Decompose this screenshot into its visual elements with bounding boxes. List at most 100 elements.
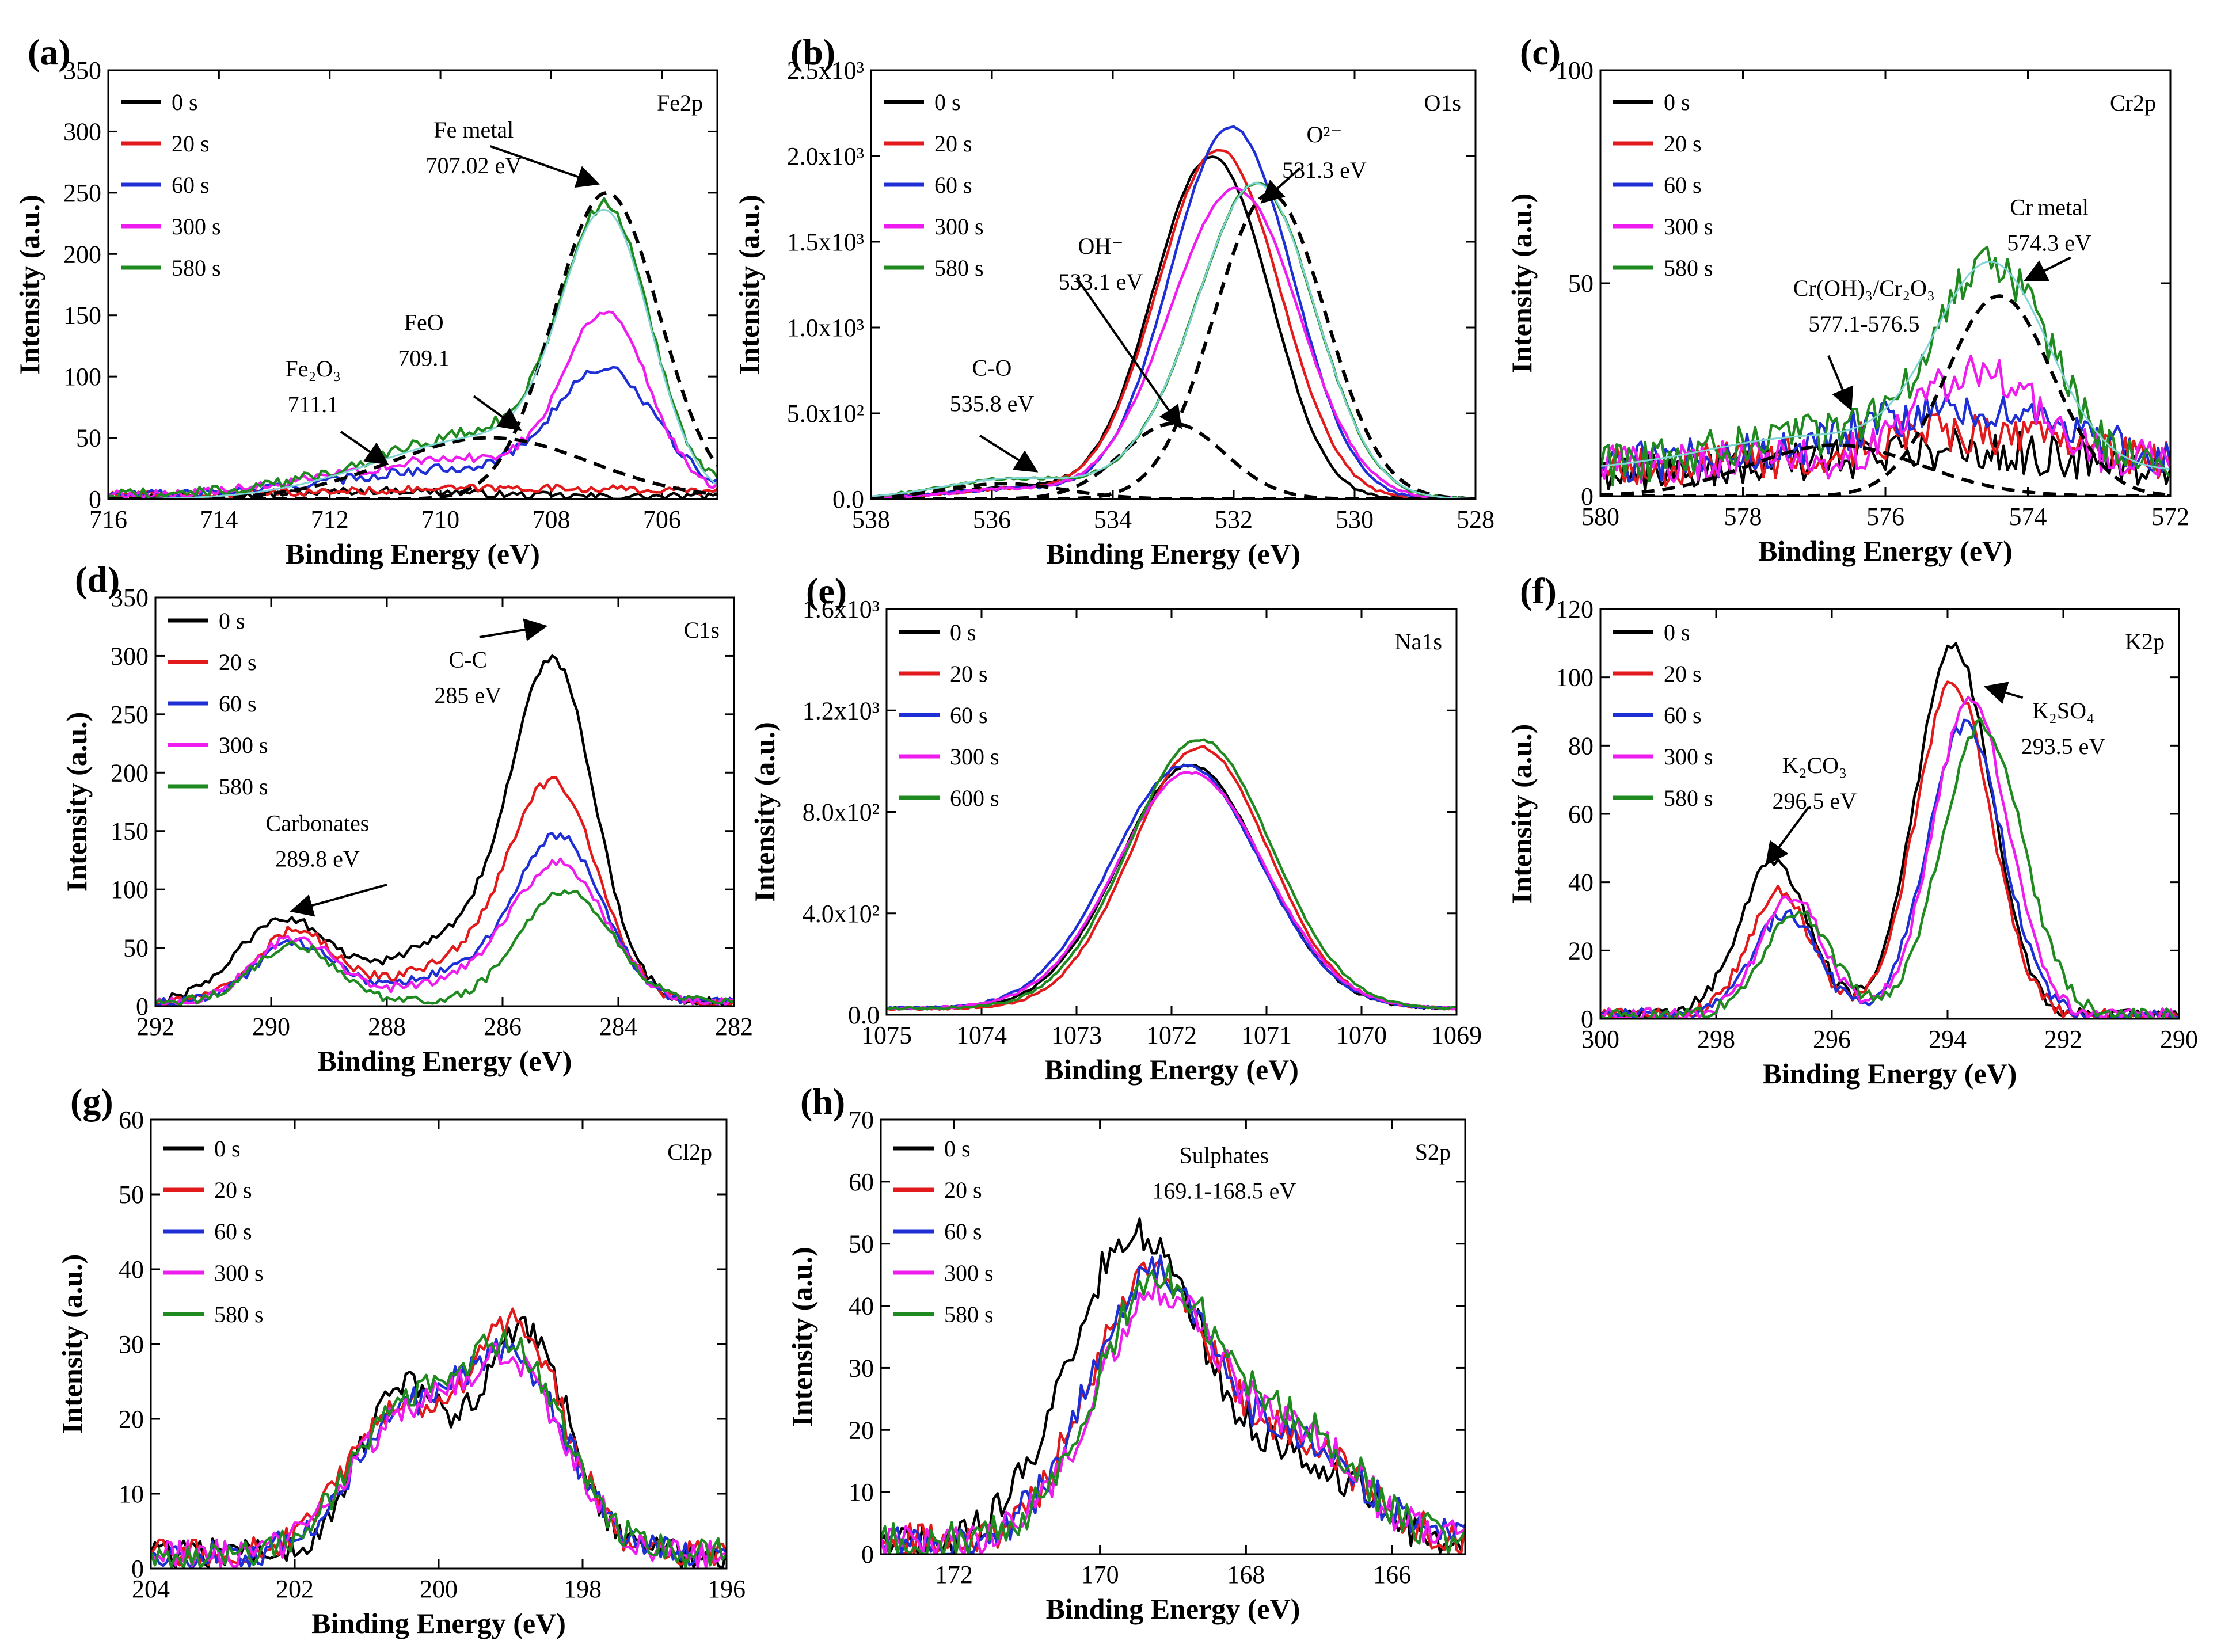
x-tick-label: 198 (564, 1575, 602, 1603)
y-tick-label: 40 (119, 1255, 144, 1284)
annotation-text: K₂SO₄ (2032, 698, 2094, 724)
legend-label: 300 s (934, 214, 984, 239)
fit-component-line (108, 436, 717, 499)
series-line (155, 889, 734, 1006)
annotation: Sulphates 169.1-168.5 eV (1152, 1143, 1296, 1204)
x-tick-label: 204 (132, 1575, 170, 1603)
x-tick-label: 294 (1929, 1025, 1967, 1053)
legend-label: 60 s (1664, 702, 1702, 728)
annotation-text: 169.1-168.5 eV (1152, 1178, 1296, 1204)
legend-label: 580 s (1664, 255, 1713, 281)
annotation-text: 707.02 eV (425, 153, 522, 178)
legend-label: 20 s (944, 1177, 982, 1203)
x-tick-label: 578 (1724, 503, 1762, 531)
y-tick-label: 200 (63, 240, 101, 268)
y-tick-label: 80 (1568, 732, 1594, 760)
x-tick-label: 1071 (1241, 1021, 1292, 1049)
y-tick-label: 150 (111, 817, 149, 846)
plot-label: (c) (1520, 32, 1561, 73)
x-tick-label: 528 (1457, 505, 1495, 534)
element-label: Cl2p (667, 1139, 712, 1165)
panel-g: (g) 204 202 200 198 196 0 10 20 30 40 50 60 Binding E… (56, 1081, 746, 1639)
plot-frame (150, 1118, 728, 1570)
x-tick-label: 168 (1227, 1560, 1265, 1589)
annotation-text: Fe metal (433, 117, 514, 143)
x-tick-label: 166 (1373, 1560, 1411, 1589)
element-label: Cr2p (2110, 90, 2156, 116)
y-tick-label: 50 (1568, 269, 1594, 298)
y-tick-label: 50 (76, 424, 101, 452)
legend-label: 60 s (944, 1219, 982, 1244)
annotation-text: OH⁻ (1078, 233, 1124, 259)
plot-label: (e) (806, 570, 847, 611)
y-tick-label: 1.5x10³ (787, 228, 864, 256)
x-tick-label: 202 (276, 1575, 314, 1603)
plot-frame (1599, 608, 2180, 1020)
legend-label: 300 s (219, 732, 268, 758)
annotation-text: Cr(OH)₃/Cr₂O₃ (1793, 275, 1935, 301)
y-tick-label: 20 (1568, 937, 1594, 965)
y-tick-label: 100 (111, 876, 149, 904)
series-line (151, 1315, 727, 1569)
element-label: C1s (684, 617, 720, 643)
y-tick-label: 10 (849, 1478, 874, 1506)
y-tick-label: 250 (111, 701, 149, 729)
y-tick-label: 100 (1556, 56, 1594, 85)
series-line (155, 654, 734, 1006)
annotation-text: 533.1 eV (1059, 269, 1143, 295)
fit-component-line (871, 192, 1476, 499)
y-tick-label: 50 (119, 1181, 144, 1209)
element-label: Fe2p (657, 90, 703, 116)
plot-label: (f) (1520, 570, 1557, 611)
x-tick-label: 714 (200, 505, 238, 534)
x-tick-label: 292 (2044, 1025, 2082, 1053)
annotation-text: 285 eV (434, 683, 501, 709)
annotation-arrow (1827, 355, 1854, 411)
y-tick-label: 0 (1581, 1005, 1594, 1033)
legend: 0 s 20 s 60 s 300 s 580 s (121, 89, 221, 281)
legend-label: 0 s (944, 1136, 971, 1162)
annotation-arrow (1075, 277, 1182, 429)
y-tick-label: 200 (111, 759, 149, 787)
annotation-text: 293.5 eV (2021, 733, 2106, 759)
legend-label: 20 s (214, 1177, 252, 1203)
annotation-text: K₂CO₃ (1782, 752, 1847, 778)
panel-d: (d) 292 290 288 286 284 282 0 50 100 150 200 250 300 3… (60, 559, 753, 1077)
series-line (887, 738, 1457, 1011)
legend-label: 0 s (214, 1136, 241, 1162)
panels: (a)716 714 712 710 708 7060501001502002503003… (13, 32, 2198, 1639)
y-tick-label: 0 (861, 1540, 874, 1569)
annotation: K₂SO₄ 293.5 eV (1983, 682, 2106, 759)
legend-label: 300 s (172, 214, 221, 239)
x-axis-label: Binding Energy (eV) (1046, 538, 1300, 570)
annotation-text: C-C (448, 647, 487, 673)
element-label: K2p (2125, 629, 2165, 654)
series-line (108, 197, 717, 499)
annotation-arrow (1260, 167, 1301, 204)
y-tick-label: 150 (63, 302, 101, 330)
x-tick-label: 1075 (861, 1021, 912, 1049)
x-tick-label: 706 (643, 505, 681, 534)
legend-label: 20 s (1664, 661, 1702, 687)
y-tick-label: 0 (131, 1555, 144, 1583)
legend-label: 60 s (950, 702, 988, 728)
y-tick-label: 30 (119, 1330, 144, 1358)
legend: 0 s 20 s 60 s 300 s 580 s (163, 1136, 264, 1327)
y-tick-label: 0 (1581, 482, 1594, 511)
x-tick-label: 530 (1336, 505, 1374, 534)
x-tick-label: 532 (1215, 505, 1253, 534)
legend: 0 s 20 s 60 s 300 s 580 s (884, 89, 984, 281)
plot-frame (1599, 69, 2172, 497)
series-line (871, 155, 1476, 499)
fit-envelope-line (871, 182, 1476, 499)
y-tick-label: 250 (63, 179, 101, 207)
legend-label: 60 s (214, 1219, 252, 1244)
annotation-text: Cr metal (2010, 195, 2089, 220)
legend-label: 0 s (172, 89, 198, 115)
legend-label: 580 s (214, 1301, 264, 1327)
y-tick-label: 0.0 (848, 1001, 880, 1029)
y-tick-label: 0 (136, 992, 149, 1021)
y-axis-label: Intensity (a.u.) (733, 195, 765, 375)
series-line (871, 149, 1476, 499)
y-tick-label: 60 (119, 1106, 144, 1134)
